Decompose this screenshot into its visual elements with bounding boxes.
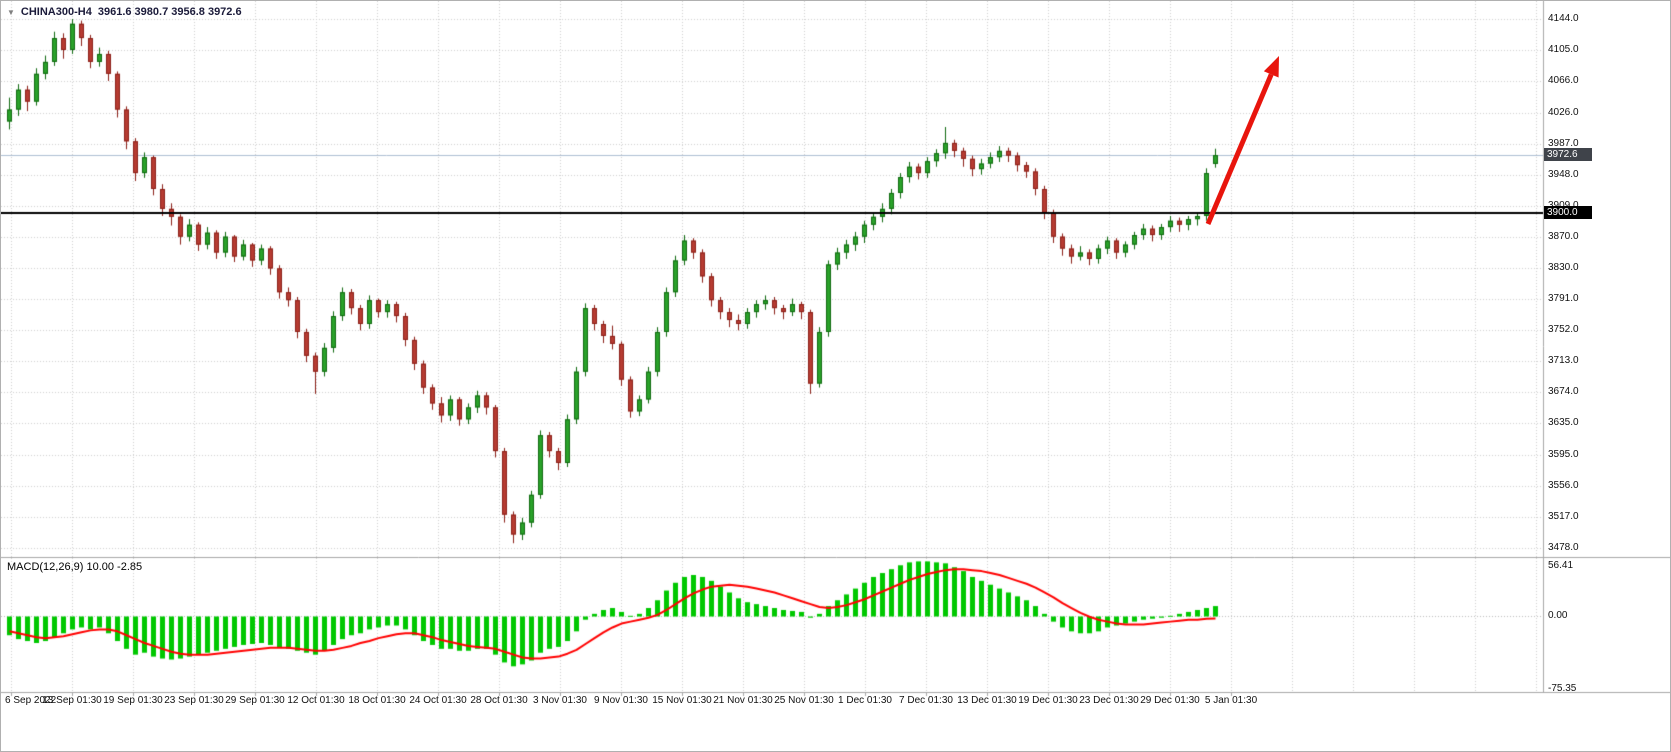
time-axis-label: 15 Nov 01:30: [652, 695, 712, 706]
time-axis-label: 29 Dec 01:30: [1140, 695, 1200, 706]
current-price-badge: 3972.6: [1544, 148, 1592, 162]
price-axis-label: 3909.0: [1548, 200, 1579, 211]
macd-indicator-label: MACD(12,26,9) 10.00 -2.85: [7, 561, 143, 573]
macd-axis-label: 0.00: [1548, 609, 1568, 621]
price-axis-label: 3635.0: [1548, 417, 1579, 429]
price-axis-label: 3595.0: [1548, 449, 1579, 461]
price-axis[interactable]: 3972.6 3900.0 4144.0 4105.0 4066.0 4026.0 39…: [1544, 1, 1670, 694]
macd-axis-label: 56.41: [1548, 560, 1574, 571]
time-axis-label: 23 Sep 01:30: [164, 695, 224, 706]
price-axis-label: 3870.0: [1548, 230, 1579, 242]
time-axis-label: 3 Nov 01:30: [533, 695, 587, 706]
price-axis-label: 3830.0: [1548, 262, 1579, 274]
price-axis-label: 4066.0: [1548, 74, 1579, 86]
time-axis-label: 21 Nov 01:30: [713, 695, 773, 706]
time-axis-label: 28 Oct 01:30: [470, 695, 528, 706]
time-axis-label: 1 Dec 01:30: [838, 695, 892, 706]
price-axis-label: 3752.0: [1548, 324, 1579, 336]
price-axis-label: 3517.0: [1548, 511, 1579, 523]
price-axis-label: 4144.0: [1548, 13, 1579, 24]
price-axis-label: 3556.0: [1548, 480, 1579, 492]
chart-dropdown-icon[interactable]: ▼: [7, 7, 15, 17]
time-axis-label: 18 Oct 01:30: [348, 695, 406, 706]
symbol-period-label: CHINA300-H4: [20, 6, 92, 18]
price-axis-label: 4026.0: [1548, 106, 1579, 118]
price-axis-label: 3987.0: [1548, 137, 1579, 149]
time-axis-label: 19 Sep 01:30: [103, 695, 163, 706]
ohlc-values: 3961.6 3980.7 3956.8 3972.6: [97, 6, 242, 18]
time-axis[interactable]: 6 Sep 2022 13 Sep 01:30 19 Sep 01:30 23 Sep…: [1, 693, 1670, 711]
symbol-header: ▼ CHINA300-H4 3961.6 3980.7 3956.8 3972.…: [7, 6, 242, 18]
time-axis-label: 19 Dec 01:30: [1018, 695, 1078, 706]
time-axis-label: 5 Jan 01:30: [1204, 695, 1258, 706]
time-axis-label: 12 Oct 01:30: [287, 695, 345, 706]
time-axis-label: 29 Sep 01:30: [225, 695, 285, 706]
price-axis-label: 3791.0: [1548, 293, 1579, 305]
time-axis-label: 23 Dec 01:30: [1079, 695, 1139, 706]
time-axis-label: 24 Oct 01:30: [409, 695, 467, 706]
time-axis-label: 25 Nov 01:30: [774, 695, 834, 706]
price-axis-label: 4105.0: [1548, 43, 1579, 55]
horizontal-line-price-badge: 3900.0: [1544, 205, 1592, 219]
price-axis-label: 3674.0: [1548, 386, 1579, 398]
macd-axis-label: -75.35: [1548, 683, 1577, 694]
time-axis-label: 9 Nov 01:30: [594, 695, 648, 706]
price-axis-label: 3713.0: [1548, 355, 1579, 367]
time-axis-label: 13 Sep 01:30: [42, 695, 102, 706]
price-axis-label: 3948.0: [1548, 168, 1579, 180]
time-axis-label: 7 Dec 01:30: [899, 695, 953, 706]
price-axis-label: 3478.0: [1548, 542, 1579, 553]
time-axis-label: 13 Dec 01:30: [957, 695, 1017, 706]
time-axis-label: 6 Sep 2022: [5, 695, 57, 706]
